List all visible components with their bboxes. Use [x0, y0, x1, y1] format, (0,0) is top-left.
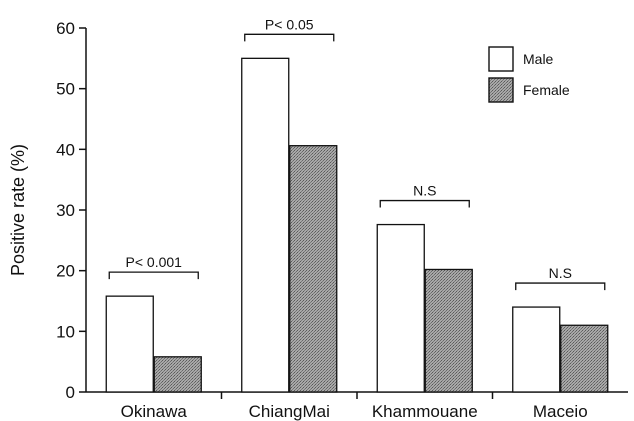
x-tick-label: Maceio [533, 402, 588, 421]
x-tick-label: Okinawa [121, 402, 188, 421]
axes: 0 10 20 30 40 50 60 Okinawa ChiangMai Khammouane M… [56, 19, 628, 421]
significance-label: P< 0.001 [126, 254, 183, 270]
y-tick-label: 40 [56, 140, 75, 159]
x-tick-label: Khammouane [372, 402, 478, 421]
y-tick-label: 30 [56, 201, 75, 220]
significance-bracket [379, 199, 470, 208]
legend-label-female: Female [523, 82, 570, 98]
significance-bracket [515, 282, 606, 291]
significance-annotations: P< 0.001 P< 0.05 N.S N.S [108, 16, 606, 291]
bar-male-chiangmai [241, 57, 290, 393]
significance-bracket [244, 33, 335, 42]
y-tick-label: 50 [56, 80, 75, 99]
significance-label: P< 0.05 [265, 16, 314, 32]
legend-swatch-female [488, 77, 514, 103]
bar-female-chiangmai [289, 145, 338, 393]
significance-bracket [108, 271, 199, 280]
y-tick-label: 10 [56, 322, 75, 341]
x-tick-label: ChiangMai [249, 402, 330, 421]
bar-female-maceio [560, 324, 609, 393]
y-axis-label: Positive rate (%) [8, 144, 28, 276]
legend-label-male: Male [523, 51, 554, 67]
legend: Male Female [488, 46, 570, 103]
bars [105, 57, 609, 393]
bar-male-okinawa [105, 295, 154, 393]
bar-female-okinawa [153, 356, 202, 393]
bar-male-maceio [512, 306, 561, 393]
significance-label: N.S [413, 183, 436, 199]
y-tick-label: 60 [56, 19, 75, 38]
legend-swatch-male [488, 46, 514, 72]
y-tick-label: 20 [56, 262, 75, 281]
bar-male-khammouane [376, 223, 425, 393]
significance-label: N.S [549, 265, 572, 281]
bar-female-khammouane [424, 268, 473, 393]
y-tick-label: 0 [66, 383, 75, 402]
